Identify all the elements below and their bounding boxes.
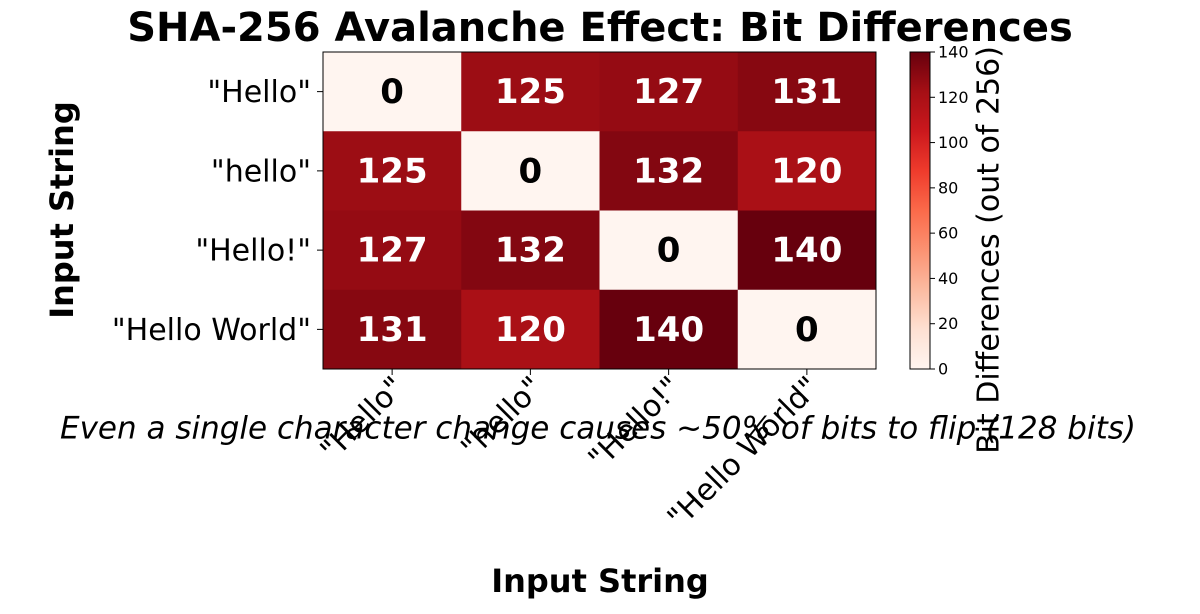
heatmap-cell	[461, 52, 600, 132]
plot-frame	[322, 51, 877, 370]
colorbar-tick-label: 0	[938, 360, 948, 379]
heatmap-cell	[737, 289, 877, 370]
colorbar-tick-label: 80	[938, 178, 958, 197]
heatmap-cell	[323, 131, 462, 211]
cell-label: 0	[380, 72, 404, 112]
heatmap-cell	[461, 289, 600, 370]
chart-title: SHA-256 Avalanche Effect: Bit Difference…	[127, 5, 1073, 51]
heatmap-cell	[737, 52, 877, 132]
colorbar-tick-label: 100	[938, 133, 969, 152]
y-tick-label: "Hello!"	[195, 234, 311, 269]
y-tick-label: "Hello"	[207, 75, 311, 110]
cell-label: 140	[633, 310, 704, 350]
x-axis-label: Input String	[491, 562, 709, 600]
colorbar-tick-label: 60	[938, 224, 958, 243]
colorbar-tick-label: 40	[938, 269, 958, 288]
y-tick-label: "Hello World"	[112, 313, 311, 348]
colorbar-label: Bit Differences (out of 256)	[972, 46, 1007, 454]
cell-label: 125	[495, 72, 566, 112]
cell-label: 125	[357, 151, 428, 191]
heatmap-cell	[461, 131, 600, 211]
cell-label: 0	[795, 310, 819, 350]
y-tick-label: "hello"	[211, 154, 311, 189]
heatmap-cell	[599, 131, 739, 211]
cell-label: 0	[519, 151, 543, 191]
heatmap-cell	[737, 131, 877, 211]
heatmap-cell	[599, 52, 739, 132]
heatmap-cell	[599, 289, 739, 370]
colorbar-tick-label: 20	[938, 314, 958, 333]
colorbar-tick-label: 140	[938, 43, 969, 62]
cell-label: 132	[495, 231, 566, 271]
heatmap-cell	[737, 210, 877, 291]
cell-label: 127	[357, 231, 428, 271]
colorbar-tick-label: 120	[938, 88, 969, 107]
cell-label: 131	[771, 72, 842, 112]
heatmap-cell	[323, 210, 462, 291]
cell-label: 140	[771, 231, 842, 271]
cell-label: 0	[657, 231, 681, 271]
cell-label: 131	[357, 310, 428, 350]
colorbar	[909, 51, 931, 370]
heatmap-cell	[461, 210, 600, 291]
heatmap-cell	[323, 52, 462, 132]
heatmap-cell	[323, 289, 462, 370]
annotation: Even a single character change causes ~5…	[60, 411, 1136, 447]
cell-label: 120	[771, 151, 842, 191]
cell-label: 120	[495, 310, 566, 350]
heatmap-cell	[599, 210, 739, 291]
y-axis-label: Input String	[43, 101, 81, 319]
cell-label: 127	[633, 72, 704, 112]
cell-label: 132	[633, 151, 704, 191]
